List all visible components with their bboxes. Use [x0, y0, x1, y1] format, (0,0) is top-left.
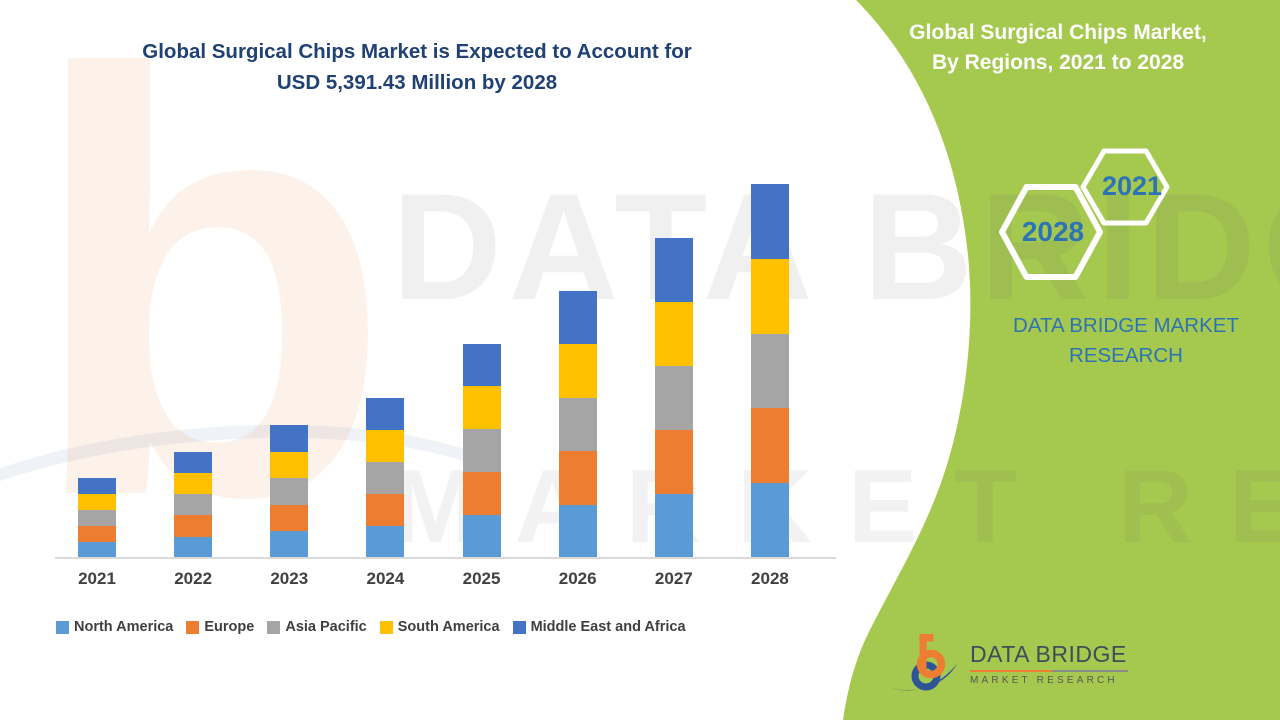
- bar-2022: [174, 451, 213, 558]
- bar-segment-north-america-2023: [270, 531, 309, 558]
- bar-segment-europe-2028: [750, 408, 789, 484]
- bar-segment-middle-east-and-africa-2023: [270, 425, 309, 452]
- chart-title-line2: USD 5,391.43 Million by 2028: [276, 71, 558, 94]
- hexagons-graphic: [999, 148, 1170, 280]
- x-axis-line: [55, 557, 836, 559]
- bar-2024: [366, 397, 405, 558]
- bar-2021: [78, 477, 116, 558]
- bar-segment-middle-east-and-africa-2028: [750, 184, 789, 259]
- bar-segment-north-america-2021: [78, 541, 116, 558]
- chart-title-line1: Global Surgical Chips Market is Expected…: [142, 40, 692, 63]
- bar-segment-asia-pacific-2023: [270, 478, 309, 505]
- bar-segment-south-america-2023: [270, 451, 309, 479]
- legend-label-europe: Europe: [204, 619, 255, 635]
- dbmr-logo-divider: [970, 669, 1128, 672]
- bar-segment-south-america-2025: [462, 386, 501, 430]
- dbmr-logo-text: DATA BRIDGE MARKET RESEARCH: [970, 641, 1128, 686]
- x-axis-label-2024: 2024: [366, 569, 405, 588]
- legend-label-south-america: South America: [397, 619, 500, 635]
- bar-segment-europe-2026: [558, 451, 597, 505]
- dbmr-logo: DATA BRIDGE MARKET RESEARCH: [891, 631, 1128, 695]
- bar-segment-asia-pacific-2022: [174, 494, 213, 516]
- x-axis-label-2028: 2028: [751, 569, 789, 588]
- bar-segment-europe-2023: [270, 504, 309, 532]
- bar-segment-middle-east-and-africa-2026: [558, 290, 597, 344]
- legend-item-south-america: South America: [379, 619, 500, 635]
- bar-segment-asia-pacific-2028: [750, 333, 789, 409]
- hexagon-year-2028: 2028: [1021, 216, 1085, 247]
- side-panel-title-line1: Global Surgical Chips Market,: [909, 21, 1207, 44]
- dbmr-logo-name: DATA BRIDGE: [970, 640, 1127, 667]
- legend-item-north-america: North America: [56, 619, 173, 635]
- bar-segment-north-america-2028: [750, 483, 789, 558]
- bar-segment-south-america-2028: [750, 258, 789, 334]
- bar-segment-middle-east-and-africa-2025: [462, 343, 501, 387]
- dbmr-logo-icon: [891, 634, 957, 691]
- bar-segment-south-america-2022: [174, 472, 213, 495]
- side-panel-title-line2: By Regions, 2021 to 2028: [931, 51, 1185, 74]
- bar-segment-north-america-2026: [558, 504, 597, 558]
- legend-swatch-asia-pacific: [267, 620, 281, 634]
- legend-swatch-europe: [186, 620, 200, 634]
- bar-2025: [462, 343, 501, 558]
- x-axis-label-2022: 2022: [174, 569, 213, 588]
- bar-segment-europe-2022: [174, 515, 213, 537]
- legend-swatch-middle-east-and-africa: [512, 620, 526, 634]
- bar-2027: [654, 237, 693, 558]
- side-panel-title: Global Surgical Chips Market, By Regions…: [880, 18, 1236, 78]
- hexagon-2021-outline: [1080, 148, 1170, 226]
- bar-segment-south-america-2021: [78, 493, 116, 510]
- bar-2023: [270, 425, 309, 558]
- legend-item-asia-pacific: Asia Pacific: [267, 619, 367, 635]
- bar-segment-north-america-2024: [366, 525, 405, 558]
- bar-segment-south-america-2024: [366, 429, 405, 462]
- bar-segment-south-america-2027: [654, 301, 693, 366]
- bar-segment-europe-2021: [78, 525, 116, 542]
- x-axis-label-2026: 2026: [558, 569, 597, 588]
- legend-label-north-america: North America: [74, 619, 174, 635]
- x-axis-label-2025: 2025: [462, 569, 501, 588]
- hexagon-year-2021: 2021: [1101, 171, 1163, 201]
- bar-segment-asia-pacific-2024: [366, 461, 405, 494]
- bar-2026: [558, 290, 597, 558]
- legend-label-asia-pacific: Asia Pacific: [285, 619, 367, 635]
- x-axis-label-2027: 2027: [654, 569, 693, 588]
- legend-item-middle-east-and-africa: Middle East and Africa: [512, 619, 686, 635]
- bar-segment-north-america-2022: [174, 536, 213, 558]
- x-axis-label-2021: 2021: [78, 569, 116, 588]
- watermark-text-market-research: MARKET RESEARCH: [392, 449, 1280, 565]
- watermark-text-data-bridge: DATA BRIDGE: [392, 162, 1280, 332]
- hexagon-2028-outline: [999, 184, 1103, 280]
- bar-segment-asia-pacific-2026: [558, 397, 597, 451]
- legend-label-middle-east-and-africa: Middle East and Africa: [530, 619, 686, 635]
- dbmr-logo-subtitle: MARKET RESEARCH: [970, 674, 1118, 686]
- chart-title: Global Surgical Chips Market is Expected…: [55, 36, 779, 98]
- bar-segment-asia-pacific-2025: [462, 429, 501, 473]
- bar-segment-europe-2027: [654, 429, 693, 494]
- legend-swatch-north-america: [56, 620, 69, 634]
- legend: North America Europe Asia Pacific South Ame…: [56, 619, 686, 635]
- bar-segment-europe-2024: [366, 493, 405, 526]
- x-axis-label-2023: 2023: [270, 569, 309, 588]
- side-panel-brand-text: DATA BRIDGE MARKET RESEARCH: [1013, 314, 1239, 367]
- bar-2028: [750, 184, 789, 558]
- green-panel-shape: [843, 0, 1280, 720]
- bar-segment-europe-2025: [462, 472, 501, 516]
- bar-segment-asia-pacific-2021: [78, 509, 116, 526]
- bar-segment-middle-east-and-africa-2024: [366, 397, 405, 430]
- legend-swatch-south-america: [379, 620, 393, 634]
- bar-segment-south-america-2026: [558, 344, 597, 398]
- bar-segment-middle-east-and-africa-2027: [654, 237, 693, 302]
- bar-segment-asia-pacific-2027: [654, 365, 693, 430]
- bar-segment-north-america-2027: [654, 493, 693, 558]
- bar-segment-middle-east-and-africa-2022: [174, 451, 213, 473]
- bar-segment-north-america-2025: [462, 515, 501, 558]
- legend-item-europe: Europe: [186, 619, 254, 635]
- bar-segment-middle-east-and-africa-2021: [78, 477, 116, 494]
